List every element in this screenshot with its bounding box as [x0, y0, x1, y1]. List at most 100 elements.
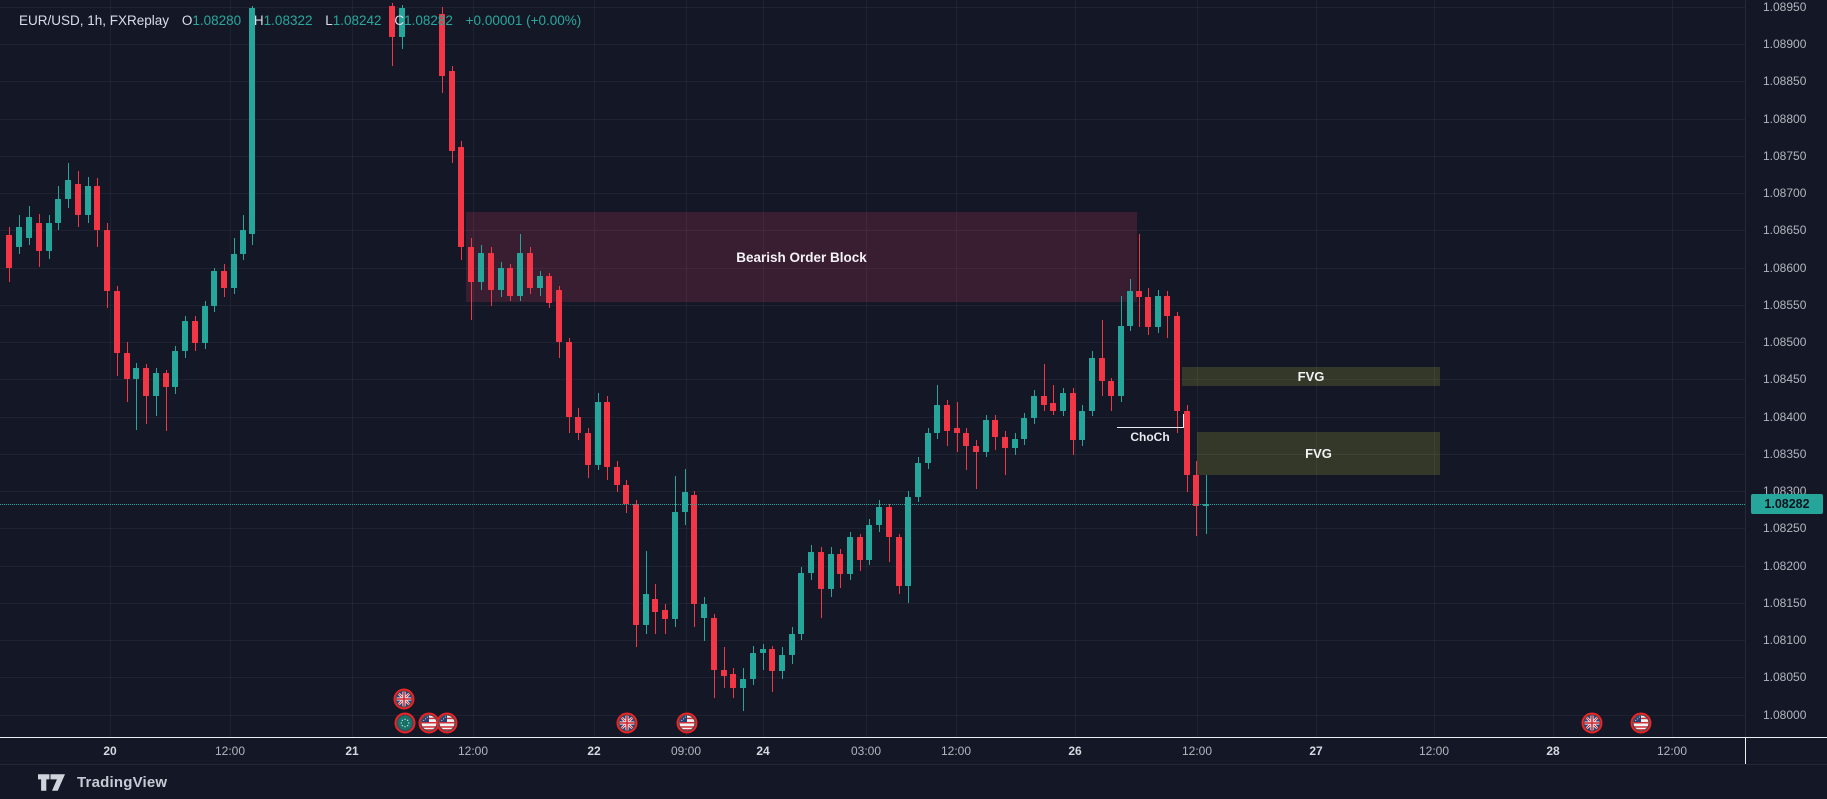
candle	[1164, 295, 1170, 316]
candle-wick	[1138, 233, 1140, 328]
candle	[886, 507, 892, 538]
price-tick-label: 1.08100	[1763, 633, 1807, 647]
ohlc-legend[interactable]: EUR/USD, 1h, FXReplay O1.08280 H1.08322 …	[19, 13, 581, 28]
candle-wick	[135, 362, 137, 430]
close-value: 1.08282	[404, 13, 453, 28]
horizontal-gridline	[0, 453, 1745, 455]
candle	[114, 291, 120, 354]
price-tick-label: 1.08500	[1763, 335, 1807, 349]
axis-corner-border	[1745, 737, 1746, 764]
price-tick-label: 1.08000	[1763, 707, 1807, 722]
time-tick-label: 12:00	[214, 744, 246, 758]
candle-wick	[742, 668, 744, 711]
tradingview-brand-text[interactable]: TradingView	[77, 774, 168, 791]
vertical-gridline	[594, 0, 595, 737]
candle-wick	[723, 647, 725, 689]
time-tick-label: 12:00	[1418, 744, 1450, 758]
candle	[498, 267, 504, 290]
us-flag-event-icon[interactable]	[676, 712, 698, 734]
candle	[934, 405, 940, 433]
candle	[16, 226, 22, 247]
candle	[507, 267, 513, 296]
horizontal-gridline	[0, 416, 1745, 418]
horizontal-gridline	[0, 565, 1745, 567]
time-tick-label: 21	[345, 744, 359, 758]
candle-wick	[1052, 385, 1054, 415]
candle	[468, 247, 474, 283]
candle	[1193, 474, 1199, 506]
candle	[585, 432, 591, 465]
candle	[46, 222, 52, 252]
bearish-order-block-zone[interactable]: Bearish Order Block	[466, 212, 1137, 302]
tradingview-logo-icon[interactable]	[38, 774, 65, 791]
candle	[954, 427, 960, 433]
candle-wick	[1004, 431, 1006, 475]
vertical-gridline	[1672, 0, 1673, 737]
uk-flag-event-icon[interactable]	[393, 688, 415, 710]
candle	[143, 368, 149, 396]
horizontal-gridline	[0, 714, 1745, 716]
time-tick-label: 12:00	[940, 744, 972, 758]
candle	[1174, 315, 1180, 411]
candle	[1002, 437, 1008, 448]
fvg-label: FVG	[1305, 446, 1332, 462]
vertical-gridline	[686, 0, 687, 737]
vertical-gridline	[866, 0, 867, 737]
fvg-zone[interactable]: FVG	[1197, 432, 1440, 476]
time-tick-label: 22	[587, 744, 601, 758]
candle	[94, 185, 100, 231]
candle	[915, 462, 921, 497]
candle	[1079, 410, 1085, 441]
candle-wick	[645, 550, 647, 635]
fvg-zone[interactable]: FVG	[1182, 367, 1440, 386]
order-block-label: Bearish Order Block	[736, 249, 867, 265]
us-flag-event-icon[interactable]	[436, 712, 458, 734]
price-tick-label: 1.08700	[1763, 186, 1807, 200]
price-tick-label: 1.08350	[1763, 446, 1807, 461]
candle	[556, 289, 562, 342]
vertical-gridline	[1553, 0, 1554, 737]
us-flag-event-icon[interactable]	[1630, 712, 1652, 734]
time-tick-label: 03:00	[850, 744, 882, 758]
candle	[652, 599, 658, 612]
candle	[517, 252, 523, 296]
candle	[740, 678, 746, 689]
candle	[249, 8, 255, 234]
high-label: H	[253, 13, 264, 28]
candle	[537, 276, 543, 289]
time-tick-label: 27	[1309, 744, 1323, 758]
candle	[983, 420, 989, 453]
price-tick-label: 1.08150	[1763, 595, 1807, 610]
candle	[1145, 297, 1151, 328]
time-tick-label: 24	[756, 744, 770, 758]
us-flag-event-icon[interactable]	[418, 712, 440, 734]
uk-flag-event-icon[interactable]	[1581, 712, 1603, 734]
eu-flag-event-icon[interactable]	[394, 712, 416, 734]
price-axis[interactable]: 1.08950 1.08900 1.08850 1.08800 1.08750 1.087…	[1745, 0, 1827, 737]
candle	[55, 198, 61, 223]
candle	[905, 496, 911, 587]
time-tick-label: 12:00	[1181, 744, 1213, 758]
candle	[896, 537, 902, 587]
open-label: O	[181, 13, 193, 28]
choch-line[interactable]	[1117, 414, 1184, 428]
vertical-gridline	[473, 0, 474, 737]
price-tick-label: 1.08800	[1763, 111, 1807, 126]
candle	[701, 604, 707, 618]
time-axis[interactable]: 20 12:00 21 12:00 22 09:00 24 03:00 12:00 26 12:00…	[0, 738, 1827, 764]
candle-wick	[1043, 364, 1045, 411]
candle	[623, 485, 629, 505]
candle	[153, 373, 159, 396]
candle	[828, 554, 834, 590]
vertical-gridline	[230, 0, 231, 737]
candle	[595, 401, 601, 465]
candle	[682, 492, 688, 512]
candle	[721, 669, 727, 676]
candle	[837, 554, 843, 575]
price-tick-label: 1.08900	[1763, 37, 1807, 51]
uk-flag-event-icon[interactable]	[616, 712, 638, 734]
candle	[604, 401, 610, 468]
candle	[1031, 395, 1037, 418]
chart-canvas[interactable]: Bearish Order Block FVG FVG ChoCh	[0, 0, 1745, 737]
